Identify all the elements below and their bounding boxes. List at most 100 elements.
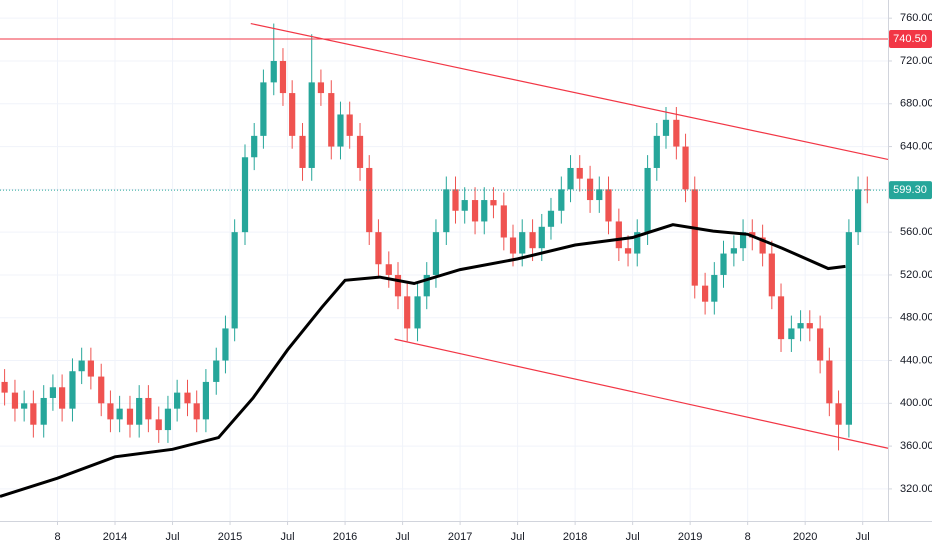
candle-body bbox=[59, 387, 66, 409]
moving-average bbox=[0, 223, 846, 498]
candle-body bbox=[653, 135, 660, 168]
candle-body bbox=[509, 237, 517, 254]
candle-body bbox=[394, 274, 402, 297]
candle-body bbox=[558, 189, 565, 211]
candle-body bbox=[759, 237, 766, 254]
candle-body bbox=[471, 200, 479, 222]
candle-body bbox=[452, 189, 459, 211]
candle-body bbox=[145, 397, 152, 420]
candle-body bbox=[308, 82, 315, 168]
candle-body bbox=[423, 274, 430, 297]
candle-body bbox=[720, 253, 727, 275]
candle-body bbox=[251, 135, 258, 158]
x-tick-label: Jul bbox=[166, 531, 180, 543]
candle-body bbox=[202, 381, 210, 420]
x-tick-label: 2014 bbox=[103, 531, 127, 543]
candle-body bbox=[366, 167, 373, 233]
candle-body bbox=[797, 323, 804, 329]
candle-body bbox=[739, 232, 747, 249]
candle-body bbox=[500, 205, 507, 238]
candle-body bbox=[78, 360, 85, 372]
candle-body bbox=[404, 296, 411, 329]
x-tick-label: 2016 bbox=[333, 531, 357, 543]
candle-body bbox=[461, 200, 468, 211]
y-tick-label: 320.00 bbox=[900, 483, 932, 495]
candle-body bbox=[538, 226, 545, 249]
candle-body bbox=[241, 157, 249, 233]
candle-body bbox=[711, 274, 718, 302]
candle-body bbox=[385, 264, 392, 275]
x-tick-label: Jul bbox=[281, 531, 295, 543]
candle-body bbox=[317, 82, 325, 94]
y-tick-label: 360.00 bbox=[900, 440, 932, 452]
x-tick-label: 2020 bbox=[793, 531, 817, 543]
candle-body bbox=[184, 392, 191, 404]
y-tick-label: 400.00 bbox=[900, 397, 932, 409]
candle-body bbox=[845, 232, 852, 425]
candle-body bbox=[107, 403, 114, 420]
x-tick-label: 2019 bbox=[678, 531, 702, 543]
candle-body bbox=[529, 232, 536, 249]
candle-body bbox=[231, 232, 238, 329]
candle-body bbox=[337, 114, 344, 147]
candle-body bbox=[826, 360, 833, 404]
candle-body bbox=[730, 248, 737, 254]
price-label-box bbox=[889, 30, 932, 49]
candle-body bbox=[136, 397, 143, 425]
candle-body bbox=[346, 114, 353, 136]
candle-body bbox=[605, 189, 612, 222]
candle-body bbox=[260, 82, 267, 136]
candle-body bbox=[644, 167, 651, 233]
candle-body bbox=[299, 135, 306, 168]
candle-body bbox=[576, 167, 583, 179]
candle-body bbox=[356, 135, 364, 168]
candle-body bbox=[11, 392, 19, 409]
candle-body bbox=[806, 323, 813, 329]
candle-body bbox=[69, 371, 76, 409]
candle-body bbox=[414, 296, 421, 329]
candle-body bbox=[817, 328, 824, 361]
candle-body bbox=[116, 408, 123, 420]
y-tick-label: 520.00 bbox=[900, 269, 932, 281]
candle-body bbox=[691, 189, 698, 286]
x-tick-label: 2017 bbox=[448, 531, 472, 543]
candle-body bbox=[279, 60, 287, 94]
x-tick-label: Jul bbox=[511, 531, 525, 543]
candle-body bbox=[490, 200, 497, 206]
candle-body bbox=[40, 397, 47, 425]
price-label-box bbox=[889, 181, 932, 200]
candle-body bbox=[289, 93, 296, 136]
candle-body bbox=[682, 146, 689, 190]
x-tick-label: 8 bbox=[54, 531, 60, 543]
candle-body bbox=[615, 221, 622, 249]
y-tick-label: 640.00 bbox=[900, 140, 932, 152]
candle-body bbox=[193, 403, 200, 420]
candle-body bbox=[519, 232, 526, 254]
candle-body bbox=[164, 408, 172, 431]
candle-body bbox=[432, 232, 440, 275]
candle-body bbox=[126, 408, 134, 425]
candle-body bbox=[624, 248, 632, 254]
x-tick-label: Jul bbox=[626, 531, 640, 543]
x-tick-label: 2018 bbox=[563, 531, 587, 543]
x-tick-label: 2015 bbox=[218, 531, 242, 543]
candle-body bbox=[768, 253, 775, 297]
candle-body bbox=[854, 189, 862, 233]
axes: 320.00 360.00 400.00 440.00 480.00 520.00 560.… bbox=[54, 12, 932, 543]
candle-body bbox=[213, 360, 220, 382]
candle-body bbox=[98, 376, 105, 404]
candle-body bbox=[87, 360, 94, 377]
candle-body bbox=[30, 403, 37, 425]
price-label: 740.50 bbox=[893, 33, 927, 45]
candle-body bbox=[835, 403, 842, 425]
candle-body bbox=[270, 60, 277, 83]
candle-body bbox=[328, 93, 335, 147]
candle-body bbox=[155, 419, 162, 431]
candle-body bbox=[222, 328, 229, 361]
candle-body bbox=[567, 167, 574, 190]
y-tick-label: 680.00 bbox=[900, 98, 932, 110]
price-label: 599.30 bbox=[893, 184, 927, 196]
candle-body bbox=[1, 381, 8, 393]
